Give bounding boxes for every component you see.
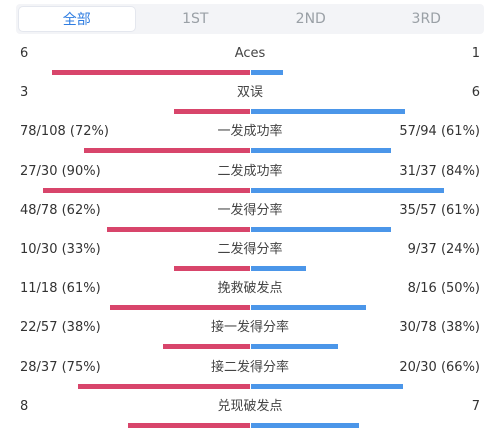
left-bar xyxy=(162,344,250,350)
left-value: 28/37 (75%) xyxy=(20,359,101,375)
tab-2nd[interactable]: 2ND xyxy=(295,11,326,27)
stat-row-second-serve-won: 10/30 (33%) 二发得分率 9/37 (24%) xyxy=(0,236,500,275)
tab-all[interactable]: 全部 xyxy=(19,7,135,31)
comparison-bar xyxy=(0,148,500,154)
stat-name: 挽救破发点 xyxy=(217,281,283,297)
right-value: 35/57 (61%) xyxy=(399,202,480,218)
right-bar xyxy=(251,383,403,389)
left-value: 8 xyxy=(20,398,29,414)
left-value: 78/108 (72%) xyxy=(20,124,109,140)
comparison-bar xyxy=(0,109,500,115)
stat-row-aces: 6 Aces 1 xyxy=(0,40,500,79)
left-bar xyxy=(107,226,250,232)
period-tabs: 全部 1ST 2ND 3RD xyxy=(16,4,484,34)
left-value: 27/30 (90%) xyxy=(20,163,101,179)
right-bar xyxy=(251,305,366,311)
stat-name: 一发成功率 xyxy=(217,124,283,140)
right-bar xyxy=(251,109,406,115)
left-bar xyxy=(43,187,250,193)
comparison-bar xyxy=(0,383,500,389)
right-value: 30/78 (38%) xyxy=(399,320,480,336)
comparison-bar xyxy=(0,344,500,350)
stat-name: 接二发得分率 xyxy=(210,359,289,375)
left-bar xyxy=(174,265,250,271)
stat-name: 一发得分率 xyxy=(217,202,283,218)
left-bar xyxy=(84,148,250,154)
stat-name: 二发得分率 xyxy=(217,241,283,257)
stat-row-break-points-saved: 11/18 (61%) 挽救破发点 8/16 (50%) xyxy=(0,275,500,314)
right-bar xyxy=(251,226,392,232)
comparison-bar xyxy=(0,226,500,232)
left-value: 48/78 (62%) xyxy=(20,202,101,218)
stat-name: 兑现破发点 xyxy=(217,398,283,414)
right-value: 57/94 (61%) xyxy=(399,124,480,140)
stats-list: 6 Aces 1 3 双误 6 78/108 (72%) 一发成功率 57/94… xyxy=(0,40,500,432)
right-value: 9/37 (24%) xyxy=(407,241,480,257)
stat-name: 二发成功率 xyxy=(217,163,283,179)
right-bar xyxy=(251,70,284,75)
right-bar xyxy=(251,148,392,154)
stat-name: Aces xyxy=(234,46,266,61)
right-value: 6 xyxy=(471,85,480,101)
comparison-bar xyxy=(0,187,500,193)
left-value: 11/18 (61%) xyxy=(20,281,101,297)
stat-row-double-faults: 3 双误 6 xyxy=(0,79,500,118)
right-value: 8/16 (50%) xyxy=(407,281,480,297)
stat-name: 接一发得分率 xyxy=(210,320,289,336)
right-bar xyxy=(251,265,307,271)
right-value: 31/37 (84%) xyxy=(399,163,480,179)
comparison-bar xyxy=(0,422,500,428)
comparison-bar xyxy=(0,70,500,75)
tab-3rd[interactable]: 3RD xyxy=(411,11,441,27)
stat-row-first-return-won: 22/57 (38%) 接一发得分率 30/78 (38%) xyxy=(0,314,500,353)
tab-1st[interactable]: 1ST xyxy=(182,11,209,27)
left-bar xyxy=(174,109,250,115)
right-value: 1 xyxy=(471,46,480,61)
right-bar xyxy=(251,422,360,428)
right-value: 7 xyxy=(471,398,480,414)
left-value: 6 xyxy=(20,46,29,61)
right-value: 20/30 (66%) xyxy=(399,359,480,375)
stat-row-first-serve-won: 48/78 (62%) 一发得分率 35/57 (61%) xyxy=(0,197,500,236)
stat-row-second-serve-in: 27/30 (90%) 二发成功率 31/37 (84%) xyxy=(0,158,500,197)
right-bar xyxy=(251,344,339,350)
left-value: 22/57 (38%) xyxy=(20,320,101,336)
stat-row-second-return-won: 28/37 (75%) 接二发得分率 20/30 (66%) xyxy=(0,354,500,393)
left-value: 10/30 (33%) xyxy=(20,241,101,257)
stat-name: 双误 xyxy=(236,85,263,101)
stat-row-break-points-converted: 8 兑现破发点 7 xyxy=(0,393,500,432)
left-bar xyxy=(128,422,250,428)
left-bar xyxy=(109,305,250,311)
left-bar xyxy=(77,383,250,389)
comparison-bar xyxy=(0,305,500,311)
stat-row-first-serve-in: 78/108 (72%) 一发成功率 57/94 (61%) xyxy=(0,118,500,157)
left-bar xyxy=(52,70,250,75)
right-bar xyxy=(251,187,445,193)
left-value: 3 xyxy=(20,85,29,101)
comparison-bar xyxy=(0,265,500,271)
